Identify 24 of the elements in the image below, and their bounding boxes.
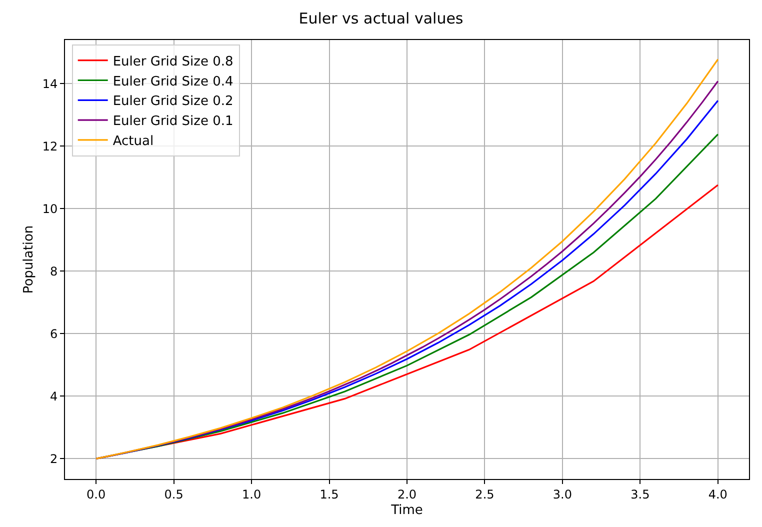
y-tick-label: 12: [42, 139, 58, 154]
x-tick-label: 2.5: [475, 487, 494, 502]
y-tick-label: 10: [42, 202, 58, 216]
x-tick-label: 0.0: [86, 487, 106, 502]
legend-label: Euler Grid Size 0.2: [112, 94, 234, 110]
legend-label: Euler Grid Size 0.4: [112, 74, 234, 90]
x-tick-label: 1.5: [320, 487, 339, 502]
x-tick-label: 0.5: [164, 487, 184, 502]
x-tick-label: 4.0: [708, 487, 728, 502]
y-tick-label: 2: [50, 452, 58, 466]
y-tick-label: 8: [50, 264, 58, 278]
legend-label: Euler Grid Size 0.1: [112, 114, 234, 130]
y-axis-title: Population: [21, 225, 36, 294]
x-tick-label: 1.0: [242, 487, 262, 502]
y-tick-label: 4: [50, 389, 58, 404]
y-tick-label: 6: [50, 326, 58, 341]
x-tick-label: 2.0: [397, 487, 417, 502]
legend-label: Euler Grid Size 0.8: [112, 54, 234, 70]
x-tick-label: 3.5: [630, 487, 650, 502]
legend-label: Actual: [112, 134, 154, 150]
x-tick-label: 3.0: [552, 487, 572, 502]
x-axis-title: Time: [390, 503, 423, 518]
chart-title: Euler vs actual values: [298, 10, 464, 28]
y-tick-label: 14: [42, 76, 58, 91]
